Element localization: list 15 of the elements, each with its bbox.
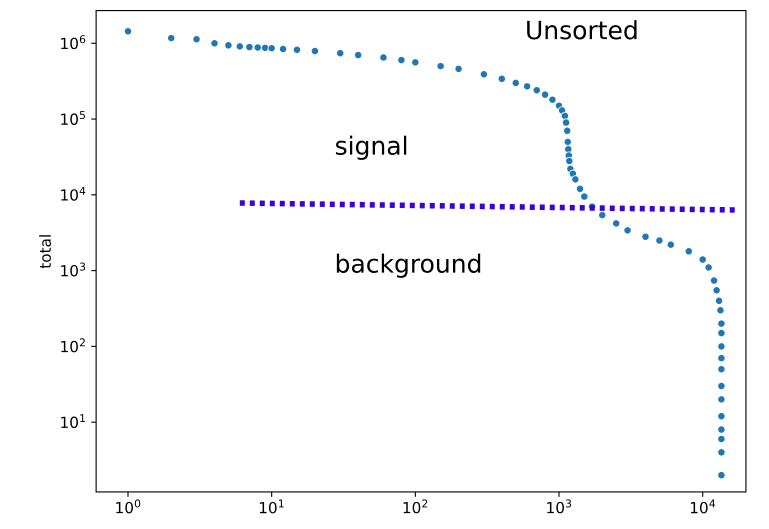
y-tick-label: 10$^{6}$ (61, 35, 86, 50)
y-tick-label: 10$^{4}$ (61, 186, 86, 201)
x-tick-label: 10$^{0}$ (116, 499, 140, 514)
x-tick-label: 10$^{2}$ (404, 499, 428, 514)
y-tick-label: 10$^{3}$ (61, 262, 86, 277)
y-tick-label: 10$^{5}$ (61, 111, 85, 125)
y-tick-label: 10$^{2}$ (61, 338, 85, 352)
y-axis-title: total (39, 235, 51, 268)
y-tick-label: 10$^{1}$ (61, 414, 85, 428)
x-tick-label: 10$^{3}$ (547, 499, 572, 514)
annotation: Unsorted (527, 20, 637, 40)
annotation: background (336, 254, 480, 278)
annotation: signal (336, 136, 406, 160)
x-tick-label: 10$^{1}$ (260, 500, 284, 514)
x-tick-label: 10$^{4}$ (690, 500, 716, 514)
